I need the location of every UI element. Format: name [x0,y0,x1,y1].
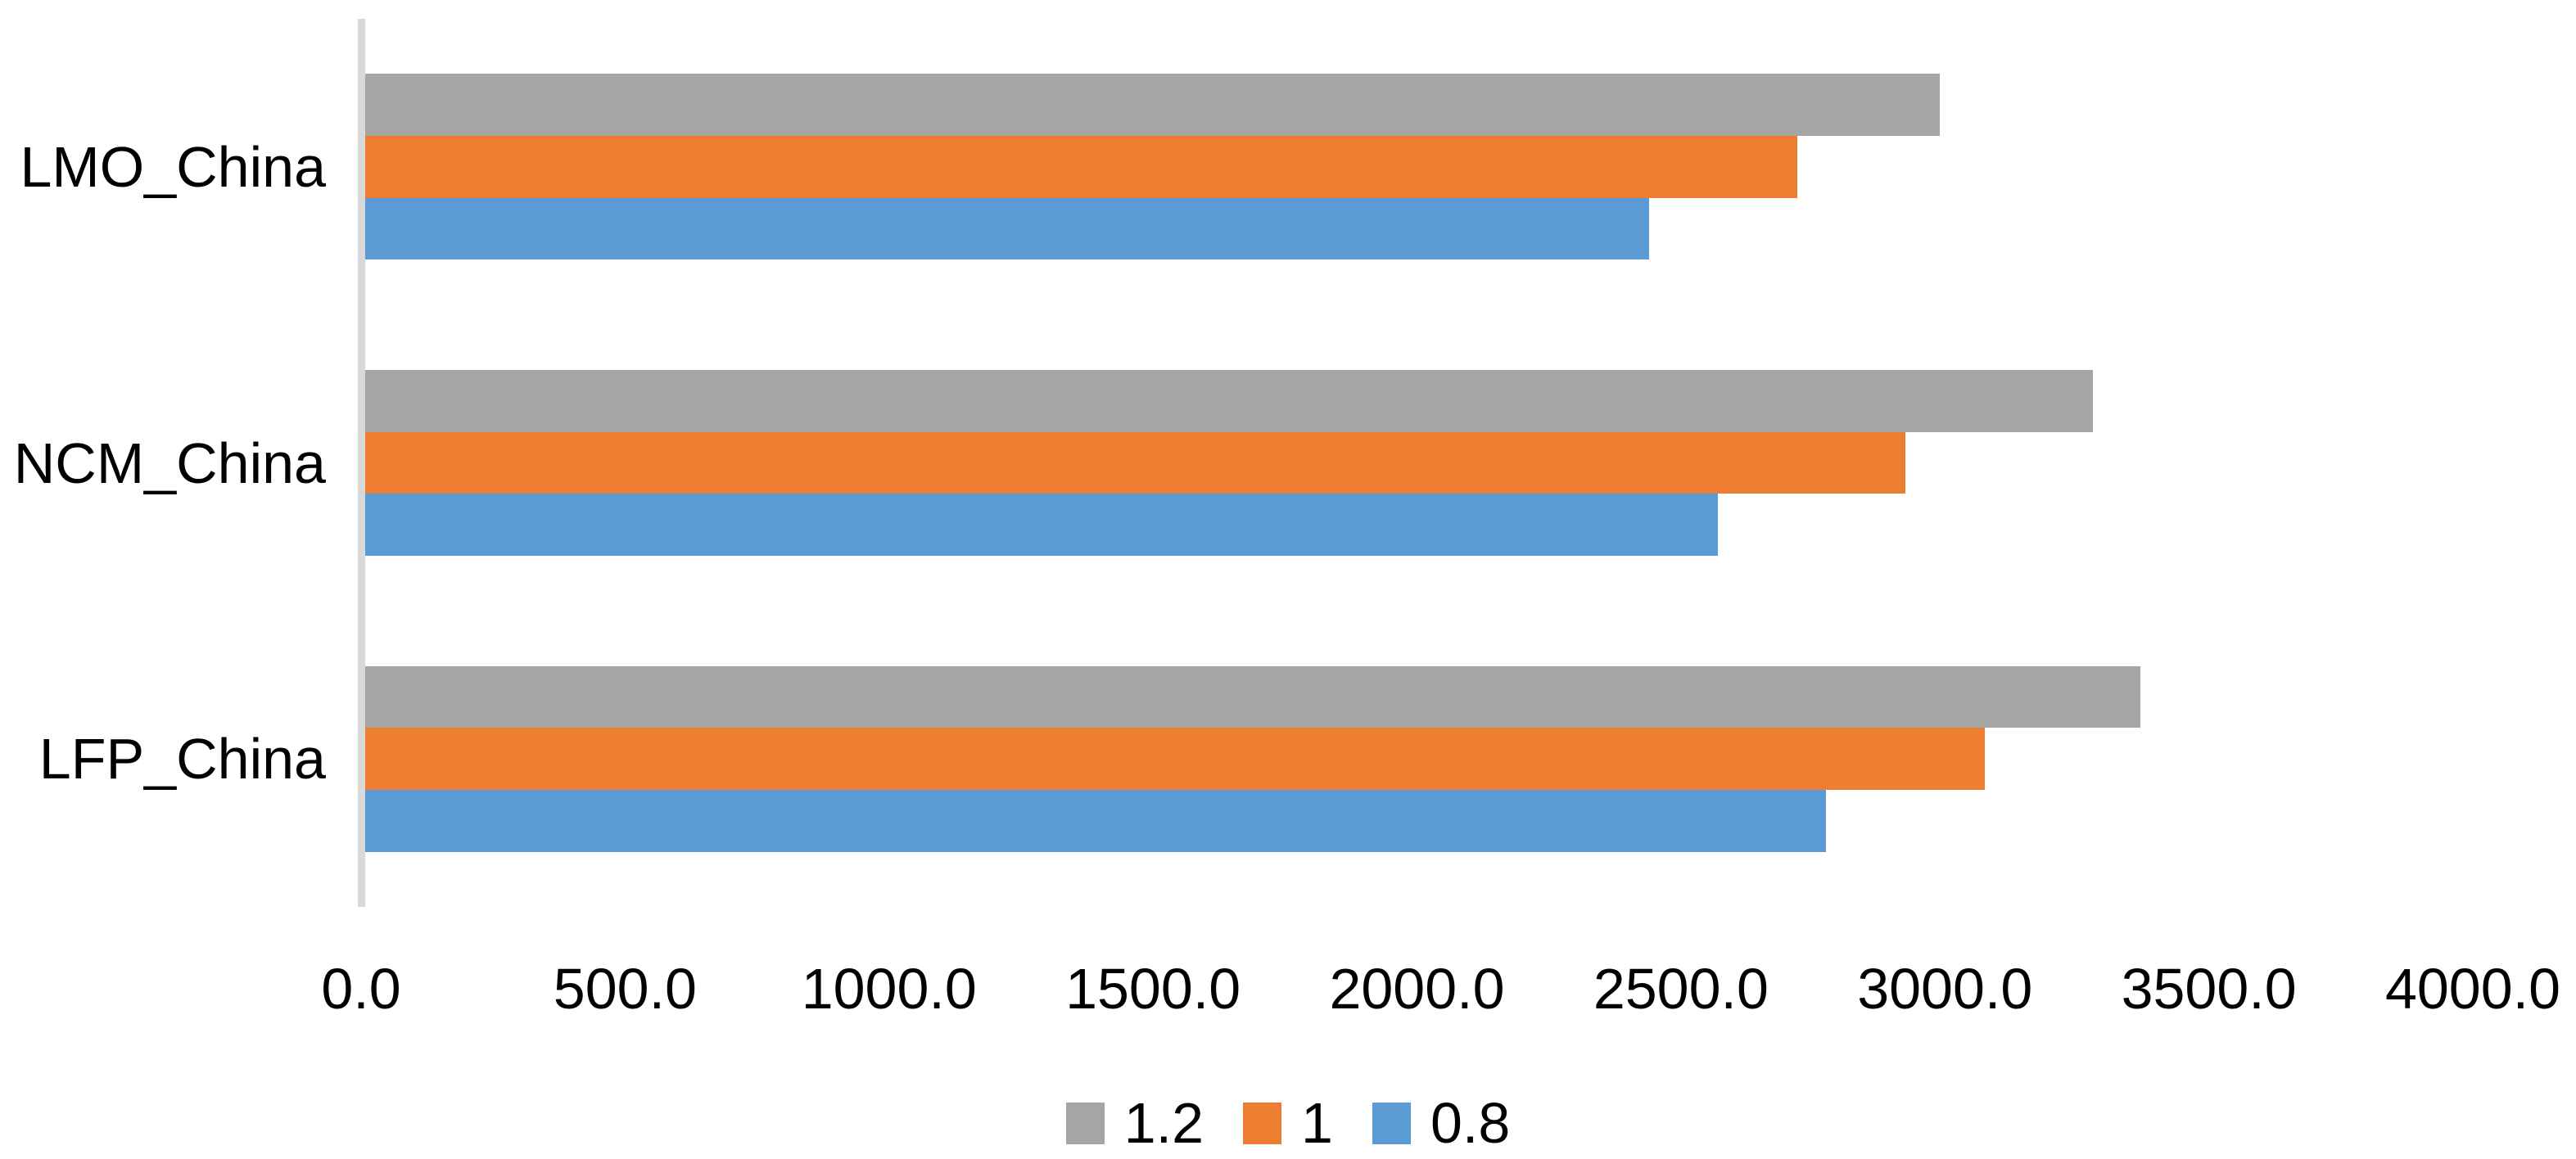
bar-LFP_China-series-0.8 [362,789,1827,852]
legend-swatch-icon [1372,1102,1411,1144]
x-tick-label: 500.0 [553,957,697,1021]
legend: 1.2 1 0.8 [0,1094,2576,1152]
x-tick-label: 4000.0 [2384,957,2561,1021]
bar-LFP_China-series-1 [362,728,1985,790]
legend-item-1: 1 [1243,1094,1333,1152]
category-label: NCM_China [13,431,326,495]
x-tick-label: 3500.0 [2121,957,2297,1021]
legend-label: 0.8 [1430,1091,1511,1155]
bar-NCM_China-series-1 [362,431,1905,494]
legend-swatch-icon [1065,1102,1105,1144]
legend-label: 1.2 [1123,1091,1204,1155]
bar-NCM_China-series-0.8 [362,494,1718,556]
category-label: LFP_China [38,727,326,791]
bar-NCM_China-series-1.2 [362,370,2093,432]
legend-item-0.8: 0.8 [1372,1094,1510,1152]
x-tick-label: 1000.0 [801,957,977,1021]
x-tick-label: 0.0 [321,957,401,1021]
bar-LFP_China-series-1.2 [362,665,2140,728]
legend-item-1.2: 1.2 [1065,1091,1204,1155]
x-tick-label: 2500.0 [1593,957,1769,1021]
bar-LMO_China-series-1 [362,136,1797,198]
legend-swatch-icon [1243,1102,1282,1144]
x-tick-label: 3000.0 [1857,957,2033,1021]
bar-LMO_China-series-0.8 [362,197,1650,260]
category-label: LMO_China [20,134,326,199]
legend-label: 1 [1301,1091,1333,1155]
bar-LMO_China-series-1.2 [362,74,1940,137]
y-axis-line [358,19,365,907]
x-tick-label: 2000.0 [1329,957,1505,1021]
x-tick-label: 1500.0 [1065,957,1241,1021]
